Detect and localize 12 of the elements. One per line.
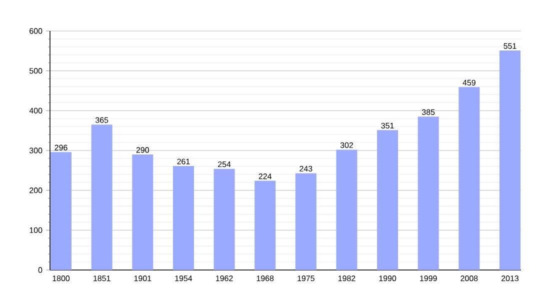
bar [91,124,112,270]
bar [336,150,358,270]
bar [254,180,276,270]
bar [214,168,235,270]
bar [50,152,72,270]
bar [295,173,316,270]
bar [418,116,439,270]
bar [132,154,154,270]
bar [499,50,520,270]
bar [458,87,480,270]
bar [377,130,398,270]
bar [172,166,194,270]
